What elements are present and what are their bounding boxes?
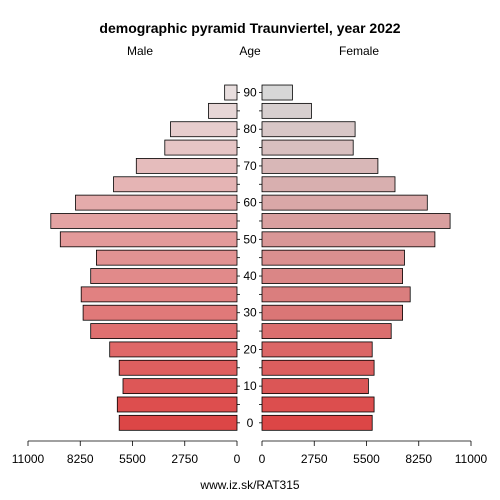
female-bar-15-19	[261, 359, 375, 376]
age-tick-label: 70	[243, 159, 257, 173]
female-bar-30-34	[261, 304, 404, 321]
source-footer: www.iz.sk/RAT315	[199, 478, 299, 492]
female-bar-40-44	[261, 268, 404, 284]
male-bar-40-44	[90, 268, 238, 284]
female-x-axis: 0 2750 5500 8250 11000	[259, 440, 488, 466]
female-bar-50-54	[261, 231, 436, 248]
female-bar-80-84	[261, 121, 356, 138]
male-axis-tick-label: 11000	[12, 452, 45, 466]
male-bar-20-24	[109, 341, 238, 358]
female-bar-85-89	[261, 102, 312, 119]
female-axis-tick-label: 11000	[455, 452, 488, 466]
male-axis-tick-label: 2750	[171, 452, 198, 466]
age-tick-label: 50	[243, 232, 257, 246]
male-bar-5-9	[116, 396, 238, 413]
age-label: Age	[239, 44, 261, 58]
male-bar-65-69	[113, 176, 238, 193]
female-bar-55-59	[261, 213, 451, 229]
female-bar-65-69	[261, 176, 396, 193]
age-tick-label: 40	[243, 269, 257, 283]
male-bar-30-34	[82, 304, 238, 321]
age-tick-label: 30	[243, 306, 257, 320]
male-bar-75-79	[164, 139, 238, 156]
female-axis-tick-label: 5500	[353, 452, 380, 466]
male-axis-tick-label: 8250	[67, 452, 94, 466]
female-bar-0-4	[261, 414, 373, 431]
female-bar-25-29	[261, 323, 392, 339]
male-bar-25-29	[90, 323, 238, 339]
female-bar-5-9	[261, 396, 375, 413]
age-tick-label: 90	[243, 86, 257, 100]
male-bar-0-4	[118, 414, 238, 431]
male-bar-55-59	[50, 213, 238, 229]
age-tick-label: 10	[243, 379, 257, 393]
male-x-axis: 11000 8250 5500 2750 0	[12, 440, 241, 466]
chart-title: demographic pyramid Traunviertel, year 2…	[99, 20, 400, 36]
age-axis: 0 10 20 30 40 50 60 70 80 90	[237, 86, 262, 430]
male-bar-60-64	[75, 194, 238, 211]
male-bar-15-19	[118, 359, 238, 376]
age-tick-label: 60	[243, 196, 257, 210]
male-bar-90+	[224, 84, 238, 101]
male-bar-10-14	[122, 378, 238, 395]
age-tick-label: 0	[247, 416, 254, 430]
female-bar-75-79	[261, 139, 354, 156]
male-bar-85-89	[208, 102, 238, 119]
male-axis-tick-label: 5500	[119, 452, 146, 466]
male-label: Male	[127, 44, 153, 58]
male-bar-50-54	[59, 231, 238, 248]
female-bar-70-74	[261, 158, 379, 174]
female-bar-35-39	[261, 286, 411, 303]
female-bars	[261, 84, 451, 431]
female-bar-10-14	[261, 378, 369, 395]
male-bar-80-84	[170, 121, 238, 138]
male-axis-tick-label: 0	[234, 452, 241, 466]
age-tick-label: 80	[243, 122, 257, 136]
female-axis-tick-label: 2750	[301, 452, 328, 466]
male-bar-70-74	[135, 158, 238, 174]
male-bar-35-39	[80, 286, 238, 303]
male-bars	[50, 84, 238, 431]
male-bar-45-49	[96, 249, 238, 266]
female-bar-45-49	[261, 249, 405, 266]
female-bar-60-64	[261, 194, 428, 211]
female-bar-90+	[261, 84, 293, 101]
female-bar-20-24	[261, 341, 373, 358]
female-axis-tick-label: 8250	[405, 452, 432, 466]
age-tick-label: 20	[243, 342, 257, 356]
female-label: Female	[339, 44, 379, 58]
female-axis-tick-label: 0	[259, 452, 266, 466]
